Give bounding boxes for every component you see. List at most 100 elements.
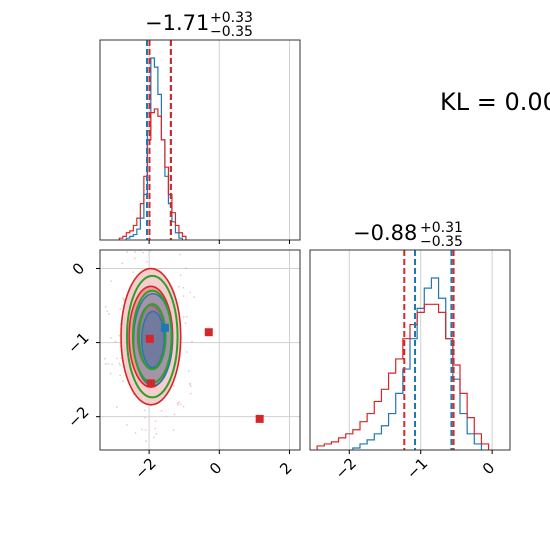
scatter-point: [110, 280, 113, 282]
scatter-point: [154, 427, 157, 430]
scatter-point: [118, 362, 121, 365]
y-tick-label: −2: [64, 403, 92, 431]
scatter-point: [110, 337, 113, 339]
scatter-point: [104, 363, 107, 365]
scatter-point: [186, 351, 188, 353]
scatter-point: [182, 316, 185, 319]
scatter-point: [189, 385, 192, 388]
panel-frame: [309, 249, 511, 451]
title-subscript: −0.35: [420, 234, 463, 250]
scatter-point: [122, 297, 125, 300]
scatter-point: [109, 372, 112, 375]
panel-param1-marginal: −1.71 +0.33 −0.35: [99, 10, 301, 244]
scatter-point: [119, 364, 121, 367]
panel-frame: [99, 249, 301, 451]
scatter-point: [179, 274, 182, 277]
joint-plot-area: [103, 241, 264, 443]
scatter-point: [118, 334, 121, 337]
marker-red: [145, 334, 154, 343]
x-tick-label: 0: [479, 459, 498, 478]
title-superscript: +0.33: [210, 10, 253, 26]
scatter-point: [189, 392, 192, 395]
scatter-point: [150, 241, 152, 243]
tick-marks: [148, 240, 290, 244]
quantile-lines: [403, 250, 455, 450]
scatter-point: [176, 402, 179, 405]
grid-lines: [348, 250, 493, 450]
scatter-point: [182, 295, 185, 297]
scatter-point: [134, 250, 136, 253]
panel-title-param2: −0.88: [353, 221, 417, 245]
scatter-point: [142, 251, 144, 254]
scatter-point: [133, 257, 136, 260]
scatter-point: [140, 428, 143, 431]
scatter-point: [121, 262, 124, 265]
scatter-point: [165, 415, 168, 418]
scatter-point: [178, 285, 180, 288]
histogram-red: [316, 303, 490, 450]
scatter-point: [189, 291, 192, 294]
scatter-point: [160, 409, 163, 412]
histograms: [316, 277, 490, 450]
scatter-point: [145, 440, 147, 443]
quantile-lines: [146, 40, 172, 240]
histogram-red: [118, 108, 187, 240]
y-tick-label: 0: [69, 259, 88, 278]
panel-frame: [99, 39, 301, 241]
title-main: −1.71: [145, 11, 209, 35]
scatter-point: [173, 413, 176, 416]
scatter-point: [179, 253, 182, 256]
scatter-point: [134, 431, 137, 434]
tick-marks: −2 −1 0: [332, 450, 498, 483]
scatter-point: [119, 307, 122, 310]
scatter-point: [178, 401, 180, 404]
x-tick-label: 0: [206, 459, 225, 478]
scatter-point: [122, 299, 125, 301]
marker-red: [204, 328, 213, 337]
scatter-point: [107, 362, 110, 365]
histogram-blue: [125, 57, 184, 240]
scatter-point: [154, 420, 157, 423]
scatter-point: [126, 423, 128, 426]
scatter-point: [184, 322, 187, 324]
green-contour: [137, 303, 167, 371]
title-superscript: +0.31: [420, 220, 463, 236]
scatter-point: [115, 406, 118, 408]
y-tick-label: −1: [64, 329, 92, 357]
scatter-point: [144, 416, 146, 419]
x-tick-label: −1: [403, 454, 431, 482]
panel-title-param1: −1.71: [145, 11, 209, 35]
scatter-point: [103, 357, 106, 360]
marker-red: [146, 379, 155, 388]
x-tick-label: −2: [131, 454, 159, 482]
scatter-point: [187, 370, 190, 372]
panel-joint: −2 0 2 0 −1 −2: [64, 241, 301, 483]
scatter-point: [132, 271, 135, 274]
scatter-point: [193, 296, 196, 299]
kl-label: KL = 0.00: [440, 88, 550, 116]
title-main: −0.88: [353, 221, 417, 245]
scatter-point: [155, 432, 158, 435]
scatter-point: [116, 357, 118, 360]
scatter-point: [122, 380, 125, 382]
scatter-point: [172, 429, 175, 432]
scatter-point: [144, 429, 147, 431]
scatter-point: [179, 403, 182, 406]
scatter-point: [120, 357, 122, 360]
scatter-point: [153, 436, 155, 439]
scatter-point: [146, 260, 149, 263]
scatter-point: [111, 363, 113, 366]
green-contour: [126, 274, 179, 399]
scatter-point: [107, 313, 110, 315]
scatter-point: [191, 340, 193, 343]
scatter-point: [184, 267, 187, 270]
histograms: [118, 57, 187, 240]
panel-param2-marginal: −2 −1 0 −0.88 +0.31 −0.35: [309, 220, 511, 483]
x-tick-label: −2: [332, 454, 360, 482]
scatter-point: [172, 385, 175, 387]
scatter-point: [189, 382, 192, 385]
scatter-point: [104, 305, 107, 308]
scatter-point: [143, 409, 146, 412]
scatter-point: [126, 251, 129, 253]
scatter-point: [182, 405, 185, 408]
